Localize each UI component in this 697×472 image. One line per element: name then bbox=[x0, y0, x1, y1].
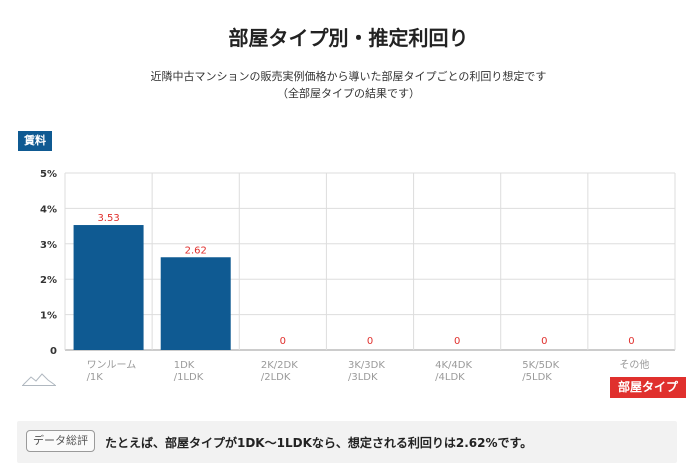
bar bbox=[160, 257, 231, 350]
summary-tag: データ総評 bbox=[26, 430, 95, 452]
x-tick-label: 2K/2DK/2LDK bbox=[261, 360, 298, 383]
chart-subtitle: 近隣中古マンションの販売実例価格から導いた部屋タイプごとの利回り想定です （全部… bbox=[0, 68, 697, 102]
mountain-icon bbox=[22, 373, 56, 386]
data-label: 0 bbox=[367, 336, 373, 347]
data-summary: データ総評 たとえば、部屋タイプが1DK〜1LDKなら、想定される利回りは2.6… bbox=[17, 421, 677, 463]
summary-text: たとえば、部屋タイプが1DK〜1LDKなら、想定される利回りは2.62%です。 bbox=[105, 436, 533, 450]
y-tick-label: 5% bbox=[40, 169, 57, 180]
bar-chart: 0 1% 2% 3% 4% 5% 3.53 ワンルーム/1K 2.62 1DK/1LDK 0 2K/2… bbox=[40, 169, 676, 383]
y-tick-label: 4% bbox=[40, 204, 57, 215]
x-tick-label: 1DK/1LDK bbox=[174, 360, 204, 383]
data-label: 3.53 bbox=[97, 213, 119, 224]
x-axis-label: 部屋タイプ bbox=[609, 377, 686, 398]
subtitle-line-1: 近隣中古マンションの販売実例価格から導いた部屋タイプごとの利回り想定です bbox=[150, 70, 547, 83]
data-label: 0 bbox=[541, 336, 547, 347]
x-tick-label: 5K/5DK/5LDK bbox=[522, 360, 559, 383]
y-axis-label: 賃料 bbox=[18, 131, 52, 151]
y-tick-label: 2% bbox=[40, 275, 57, 286]
chart-title: 部屋タイプ別・推定利回り bbox=[228, 26, 469, 50]
x-tick-label: その他 bbox=[619, 358, 649, 371]
y-tick-label: 1% bbox=[40, 311, 57, 322]
subtitle-line-2: （全部屋タイプの結果です） bbox=[277, 87, 420, 100]
bar bbox=[73, 225, 144, 350]
data-label: 0 bbox=[628, 336, 634, 347]
x-tick-label: 3K/3DK/3LDK bbox=[348, 360, 385, 383]
x-tick-label: ワンルーム/1K bbox=[87, 359, 137, 383]
y-tick-label: 0 bbox=[50, 346, 57, 357]
data-label: 0 bbox=[454, 336, 460, 347]
data-label: 2.62 bbox=[185, 245, 207, 256]
x-tick-label: 4K/4DK/4LDK bbox=[435, 360, 472, 383]
y-tick-label: 3% bbox=[40, 240, 57, 251]
data-label: 0 bbox=[280, 336, 286, 347]
